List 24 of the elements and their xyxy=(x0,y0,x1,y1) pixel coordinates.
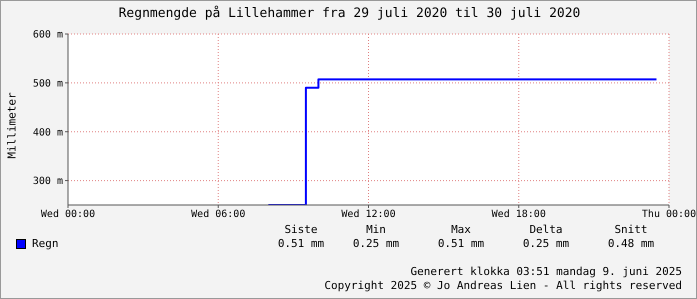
text: Generert klokka 03:51 mandag 9. juni 2025 xyxy=(410,265,682,278)
text: 0.25 mm xyxy=(522,237,570,250)
y-tick-label: 500 m xyxy=(32,78,63,90)
text: 0.48 mm xyxy=(606,237,656,250)
text: Max xyxy=(450,223,472,236)
text: Min xyxy=(365,223,387,236)
y-tick-label: 300 m xyxy=(32,176,63,188)
text: Delta xyxy=(528,223,564,236)
text: Snitt xyxy=(613,223,649,236)
y-axis-title: Millimeter xyxy=(6,91,18,161)
y-tick-label: 600 m xyxy=(32,30,63,41)
x-tick-label: Thu 00:00 xyxy=(642,209,696,220)
text: 0.25 mm xyxy=(352,237,400,250)
x-tick-label: Wed 06:00 xyxy=(191,209,246,220)
text: Siste xyxy=(283,223,319,236)
text: 0.51 mm xyxy=(276,237,326,250)
x-tick-label: Wed 12:00 xyxy=(341,209,396,220)
legend-label: Regn xyxy=(32,237,58,250)
text: 0.51 mm xyxy=(436,237,486,250)
x-tick-label: Wed 18:00 xyxy=(492,209,546,220)
x-tick-label: Wed 00:00 xyxy=(40,209,96,220)
text: Copyright 2025 © Jo Andreas Lien - All rights reserved xyxy=(324,279,682,292)
chart-title: Regnmengde på Lillehammer fra 29 juli 2020 til 30 juli 2020 xyxy=(118,6,582,21)
y-tick-label: 400 m xyxy=(32,127,63,138)
